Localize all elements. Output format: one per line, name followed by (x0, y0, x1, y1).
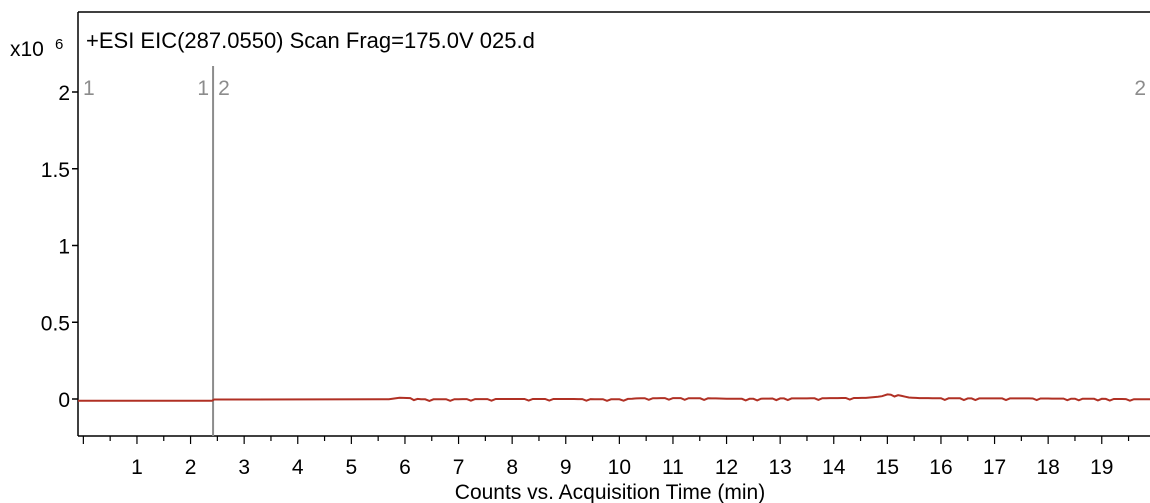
y-tick-label: 0 (58, 389, 70, 412)
x-tick-label: 18 (1036, 456, 1059, 479)
x-axis-ticks: 1 2 3 4 5 6 7 8 9 10 11 12 13 14 15 16 17 18 19 (82, 436, 1130, 479)
x-tick-label: 4 (292, 456, 304, 479)
x-tick-label: 7 (453, 456, 465, 479)
y-multiplier-exponent: 6 (55, 36, 63, 53)
x-tick-label: 9 (560, 456, 572, 479)
x-tick-label: 19 (1090, 456, 1113, 479)
y-tick-label: 1.5 (41, 159, 70, 182)
x-tick-label: 12 (715, 456, 738, 479)
x-tick-label: 16 (929, 456, 952, 479)
y-tick-label: 1 (58, 236, 70, 259)
x-tick-label: 8 (506, 456, 518, 479)
x-tick-label: 17 (983, 456, 1006, 479)
segment-label: 2 (218, 77, 230, 100)
x-tick-label: 6 (399, 456, 411, 479)
x-tick-label: 11 (662, 456, 684, 479)
x-tick-label: 14 (822, 456, 846, 479)
y-tick-label: 2 (58, 82, 70, 105)
x-tick-label: 5 (346, 456, 358, 479)
y-axis-ticks: 0 0.5 1 1.5 2 (41, 82, 78, 412)
x-tick-label: 10 (608, 456, 631, 479)
y-multiplier-label: x10 (10, 38, 44, 61)
series-trace-line (78, 393, 1150, 402)
y-tick-label: 0.5 (41, 312, 70, 335)
segment-label: 1 (83, 77, 95, 100)
x-tick-label: 13 (768, 456, 791, 479)
segment-label: 2 (1134, 77, 1146, 100)
x-tick-label: 3 (238, 456, 250, 479)
x-tick-label: 2 (185, 456, 197, 479)
chart-title: +ESI EIC(287.0550) Scan Frag=175.0V 025.… (86, 28, 535, 53)
segment-label: 1 (197, 77, 209, 100)
x-tick-label: 1 (131, 456, 143, 479)
x-axis-title: Counts vs. Acquisition Time (min) (455, 481, 765, 503)
x-tick-label: 15 (876, 456, 899, 479)
